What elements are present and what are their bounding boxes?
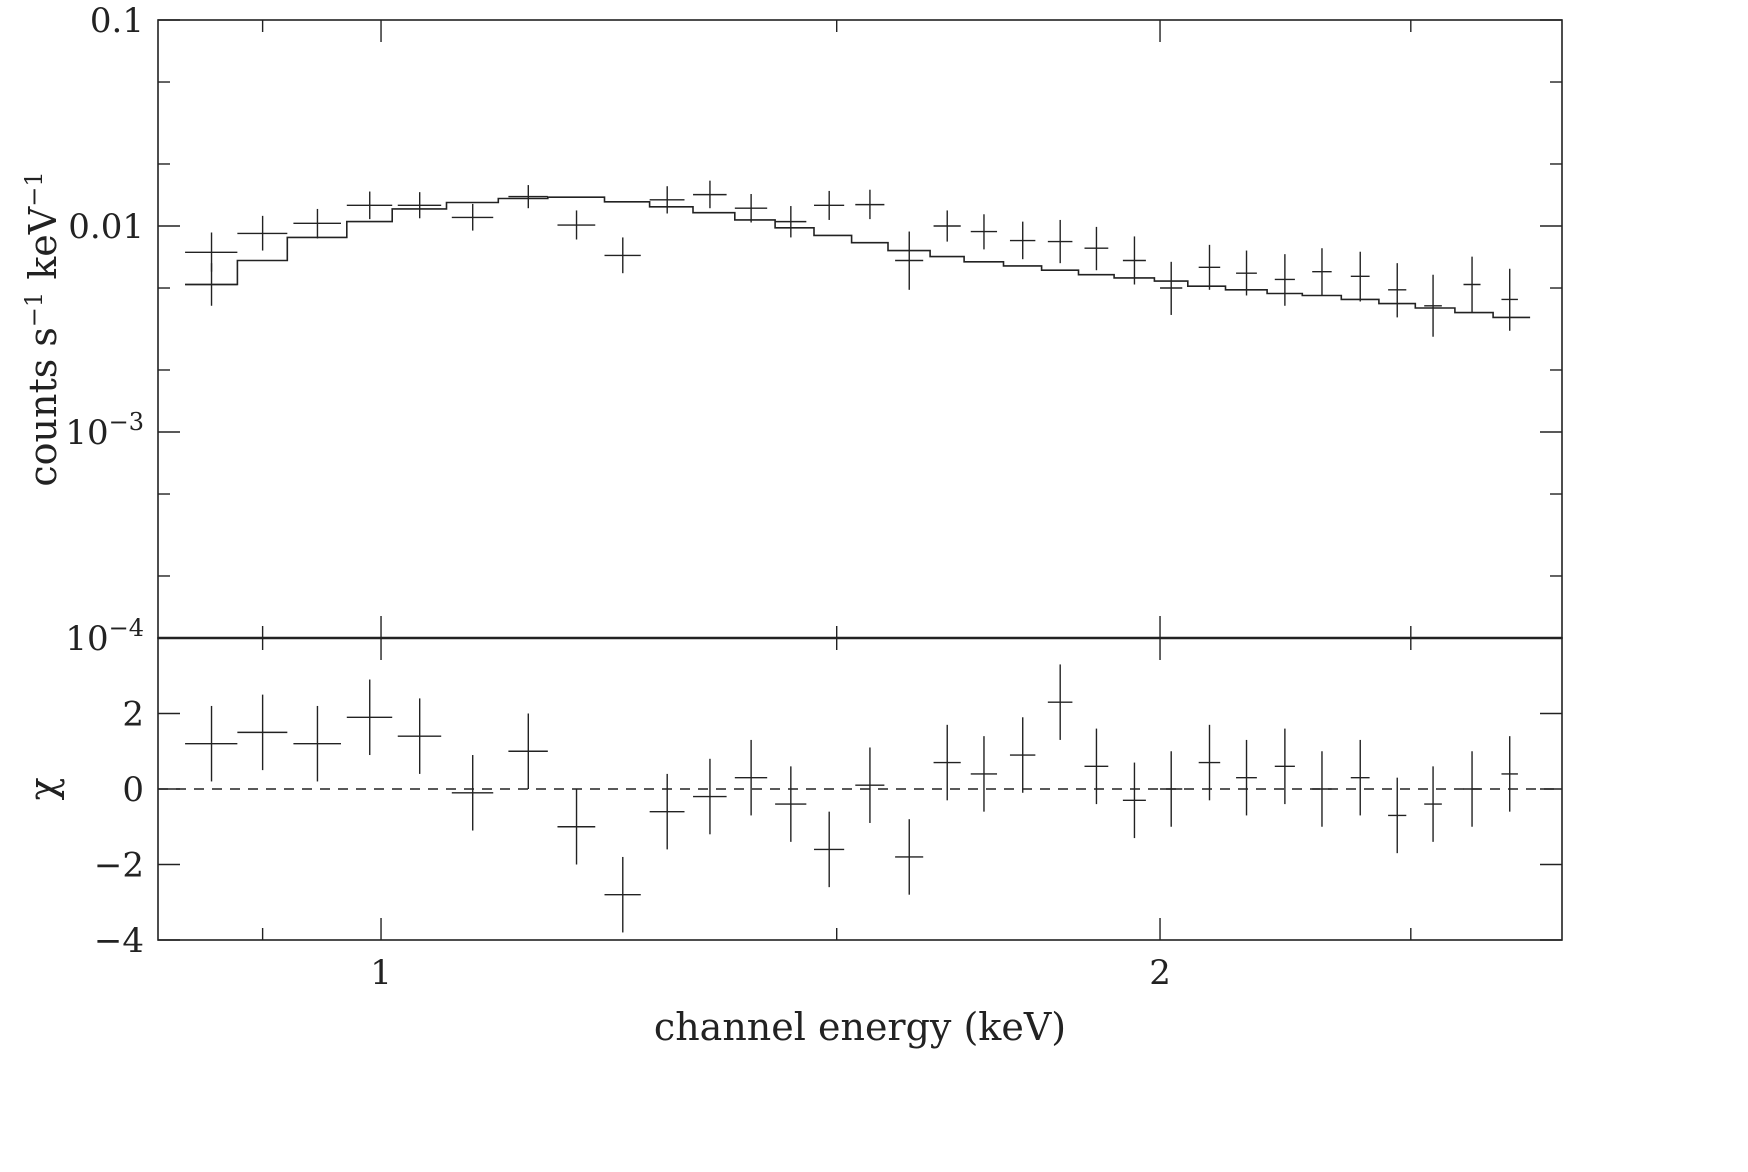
resid-y-tick-label: −4 bbox=[94, 921, 144, 961]
model-steps bbox=[185, 196, 1531, 319]
spectrum-point bbox=[185, 263, 238, 306]
y-tick-label: 10−3 bbox=[65, 408, 144, 453]
spectrum-point bbox=[1274, 254, 1295, 306]
resid-y-axis-title: χ bbox=[21, 777, 65, 800]
y-title-exponent: −1 bbox=[20, 171, 48, 206]
x-axis-title: channel energy (keV) bbox=[654, 1005, 1066, 1049]
y-tick-exponent: −4 bbox=[109, 614, 144, 642]
y-tick-base: 10 bbox=[65, 413, 108, 453]
spectrum-point bbox=[293, 208, 341, 239]
residual-point bbox=[1424, 766, 1442, 842]
residual-point bbox=[293, 705, 341, 782]
residual-point bbox=[1312, 751, 1332, 827]
residual-point bbox=[1122, 762, 1146, 839]
spectrum-point bbox=[508, 185, 548, 209]
residual-point bbox=[649, 773, 685, 850]
residual-point bbox=[1084, 728, 1109, 805]
residual-point bbox=[814, 811, 845, 888]
resid-y-tick-label: 2 bbox=[122, 695, 144, 735]
spectrum-point bbox=[346, 191, 393, 220]
y-axis-title: counts s−1 keV−1 bbox=[20, 171, 65, 486]
residual-point bbox=[855, 747, 885, 823]
model-step-line bbox=[185, 196, 1531, 319]
residual-point bbox=[1047, 664, 1073, 740]
spectrum-point bbox=[1463, 256, 1481, 313]
y-title-text: counts s bbox=[21, 327, 65, 486]
y-tick-label: 0.01 bbox=[68, 207, 144, 247]
spectrum-point bbox=[1424, 274, 1442, 337]
residual-point bbox=[775, 766, 807, 842]
spectrum-point bbox=[814, 190, 845, 220]
residual-point bbox=[1388, 777, 1407, 854]
residual-point bbox=[508, 713, 548, 789]
y-tick-base: 10 bbox=[65, 619, 108, 659]
residual-point bbox=[1236, 739, 1257, 816]
spectrum-point bbox=[1122, 236, 1146, 285]
residual-point bbox=[604, 856, 641, 933]
residual-point bbox=[1274, 728, 1295, 805]
residual-point bbox=[1501, 736, 1518, 812]
spectrum-point bbox=[1501, 268, 1518, 331]
residual-point bbox=[346, 679, 393, 756]
residual-point bbox=[1198, 724, 1221, 801]
spectrum-point bbox=[1312, 248, 1332, 296]
residual-points bbox=[158, 664, 1562, 933]
spectrum-point bbox=[970, 214, 998, 250]
spectrum-point bbox=[895, 231, 924, 290]
spectrum-point bbox=[1350, 251, 1370, 302]
residual-point bbox=[734, 739, 768, 816]
spectrum-point bbox=[237, 215, 288, 251]
spectrum-point bbox=[649, 186, 685, 214]
spectrum-panel-frame bbox=[157, 19, 1563, 639]
spectrum-point bbox=[1047, 219, 1073, 264]
residual-point bbox=[397, 698, 442, 774]
residual-point bbox=[693, 758, 727, 835]
resid-y-tick-label: 0 bbox=[122, 770, 144, 810]
spectrum-point bbox=[604, 237, 641, 274]
spectrum-point bbox=[1198, 244, 1221, 290]
spectrum-point bbox=[1160, 261, 1183, 315]
y-tick-label: 0.1 bbox=[90, 1, 144, 41]
spectrum-point bbox=[557, 210, 596, 240]
y-tick-exponent: −3 bbox=[109, 408, 144, 436]
spectrum-point bbox=[693, 180, 727, 209]
spectrum-point bbox=[775, 206, 807, 238]
residual-point bbox=[895, 819, 924, 895]
spectrum-point bbox=[933, 210, 961, 242]
x-tick-label: 1 bbox=[370, 953, 392, 993]
residual-point bbox=[557, 789, 596, 865]
residual-point bbox=[237, 694, 288, 771]
residual-point bbox=[1350, 739, 1370, 816]
spectrum-point bbox=[1388, 263, 1407, 318]
data-points bbox=[185, 180, 1518, 337]
spectrum-point bbox=[1009, 221, 1036, 260]
axis-titles: channel energy (keV)counts s−1 keV−1χ bbox=[20, 171, 1066, 1049]
residual-point bbox=[970, 736, 998, 812]
residual-point bbox=[1463, 751, 1481, 827]
x-tick-label: 2 bbox=[1149, 953, 1171, 993]
spectrum-point bbox=[1084, 226, 1109, 271]
spectrum-point bbox=[397, 192, 442, 219]
spectrum-point bbox=[1236, 250, 1257, 296]
spectrum-point bbox=[734, 194, 768, 223]
y-tick-label: 10−4 bbox=[65, 614, 144, 659]
plot-frames bbox=[157, 19, 1563, 941]
residual-point bbox=[185, 705, 238, 782]
residual-point bbox=[1160, 751, 1183, 827]
spectrum-point bbox=[451, 203, 494, 231]
resid-y-tick-label: −2 bbox=[94, 846, 144, 886]
spectrum-point bbox=[855, 189, 885, 220]
y-title-exponent: −1 bbox=[20, 292, 48, 327]
y-title-text: keV bbox=[21, 206, 65, 292]
residual-point bbox=[933, 724, 961, 801]
residual-point bbox=[1009, 717, 1036, 793]
residual-point bbox=[451, 755, 494, 831]
axis-ticks bbox=[158, 19, 1562, 941]
